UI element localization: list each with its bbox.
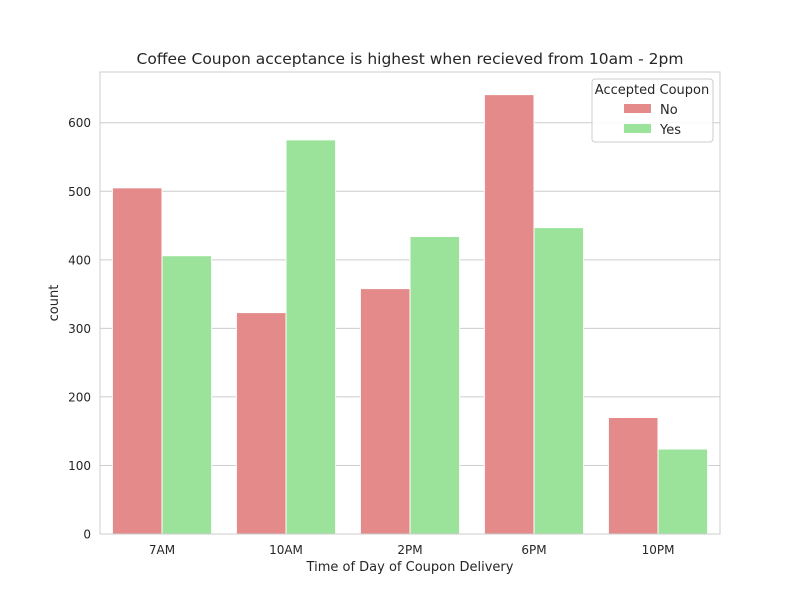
y-tick-label-100: 100: [68, 459, 91, 473]
bar-10pm-yes: [657, 448, 709, 535]
legend-swatch-no: [624, 104, 651, 113]
x-tick-label-2pm: 2PM: [397, 543, 422, 557]
y-tick-labels: 0 100 200 300 400 500 600: [68, 116, 91, 541]
y-tick-label-400: 400: [68, 253, 91, 267]
bar-7am-no: [111, 187, 163, 535]
bar-7am-yes: [161, 255, 213, 535]
x-tick-label-10am: 10AM: [269, 543, 303, 557]
bar-2pm-no: [359, 288, 411, 535]
bar-2pm-yes: [409, 236, 461, 535]
bar-10am-no: [235, 312, 287, 535]
y-tick-label-200: 200: [68, 390, 91, 404]
plot-frame: [99, 71, 721, 535]
x-tick-label-7am: 7AM: [149, 543, 175, 557]
bar-10pm-no: [607, 416, 659, 535]
chart-title: Coffee Coupon acceptance is highest when…: [137, 50, 684, 68]
y-tick-label-300: 300: [68, 322, 91, 336]
x-tick-label-10pm: 10PM: [642, 543, 675, 557]
legend-label-yes: Yes: [659, 123, 681, 138]
bar-6pm-yes: [533, 227, 585, 535]
bar-10am-yes: [285, 139, 337, 535]
bar-6pm-no: [483, 94, 535, 535]
y-tick-label-500: 500: [68, 185, 91, 199]
y-axis-label: count: [47, 285, 62, 322]
x-tick-labels: 7AM 10AM 2PM 6PM 10PM: [149, 543, 675, 557]
legend: Accepted Coupon No Yes: [591, 78, 714, 143]
x-axis-label: Time of Day of Coupon Delivery: [306, 560, 514, 575]
legend-swatch-yes: [624, 124, 651, 133]
legend-label-no: No: [660, 103, 678, 118]
legend-box: [591, 78, 714, 143]
y-tick-label-600: 600: [68, 116, 91, 130]
legend-title: Accepted Coupon: [595, 83, 709, 98]
y-tick-label-0: 0: [83, 528, 91, 542]
x-tick-label-6pm: 6PM: [521, 543, 546, 557]
